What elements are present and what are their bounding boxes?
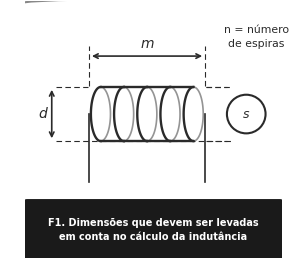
Text: n = número
de espiras: n = número de espiras (224, 25, 289, 49)
FancyBboxPatch shape (22, 199, 285, 259)
Text: m: m (140, 38, 154, 52)
Text: F1. Dimensões que devem ser levadas
em conta no cálculo da indutância: F1. Dimensões que devem ser levadas em c… (48, 218, 259, 242)
Text: d: d (38, 107, 47, 121)
Text: s: s (243, 107, 250, 120)
